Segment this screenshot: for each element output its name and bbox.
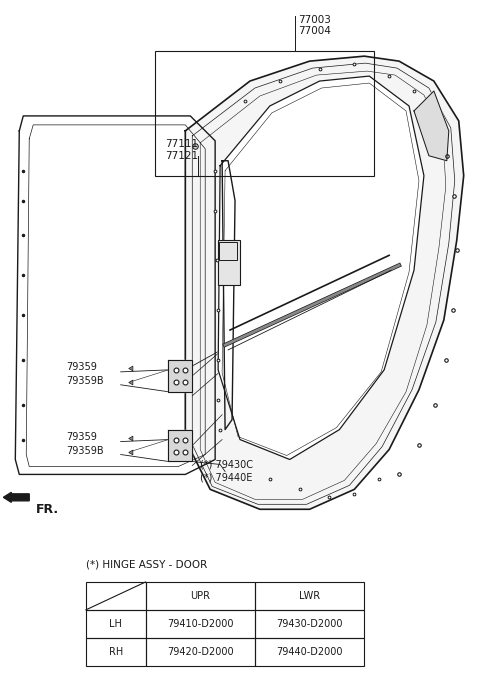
Polygon shape <box>218 76 424 460</box>
Bar <box>255 582 364 610</box>
Bar <box>255 638 364 666</box>
Bar <box>86 582 145 610</box>
Text: 79359B: 79359B <box>66 446 104 456</box>
Bar <box>145 638 255 666</box>
Polygon shape <box>414 91 449 161</box>
Text: (*) HINGE ASSY - DOOR: (*) HINGE ASSY - DOOR <box>86 559 207 569</box>
Bar <box>156 51 374 176</box>
Text: 77003: 77003 <box>298 15 331 26</box>
Text: 79410-D2000: 79410-D2000 <box>167 618 233 629</box>
Text: (*) 79340: (*) 79340 <box>235 330 281 340</box>
Polygon shape <box>168 360 192 392</box>
Text: 79359: 79359 <box>66 362 97 372</box>
Text: UPR: UPR <box>190 591 210 601</box>
Polygon shape <box>185 56 464 509</box>
Bar <box>145 610 255 638</box>
Bar <box>145 582 255 610</box>
Text: LH: LH <box>109 618 122 629</box>
Bar <box>218 240 240 285</box>
Bar <box>86 638 145 666</box>
Text: 79430-D2000: 79430-D2000 <box>276 618 343 629</box>
Text: 77004: 77004 <box>298 26 331 36</box>
Text: 79359: 79359 <box>66 431 97 441</box>
Text: RH: RH <box>108 647 123 657</box>
Text: 77111: 77111 <box>166 139 199 149</box>
Text: (*) 79440E: (*) 79440E <box>200 472 252 483</box>
Text: 77121: 77121 <box>166 151 199 161</box>
Bar <box>86 610 145 638</box>
FancyArrow shape <box>3 493 29 502</box>
Text: 79440-D2000: 79440-D2000 <box>276 647 343 657</box>
Text: (*) 79330A: (*) 79330A <box>235 318 288 328</box>
Polygon shape <box>168 429 192 462</box>
Text: 79359B: 79359B <box>66 376 104 386</box>
Bar <box>219 242 237 260</box>
Text: LWR: LWR <box>299 591 320 601</box>
Bar <box>255 610 364 638</box>
Text: FR.: FR. <box>36 503 60 516</box>
Text: (*) 79430C: (*) 79430C <box>200 460 253 470</box>
Text: 79420-D2000: 79420-D2000 <box>167 647 234 657</box>
